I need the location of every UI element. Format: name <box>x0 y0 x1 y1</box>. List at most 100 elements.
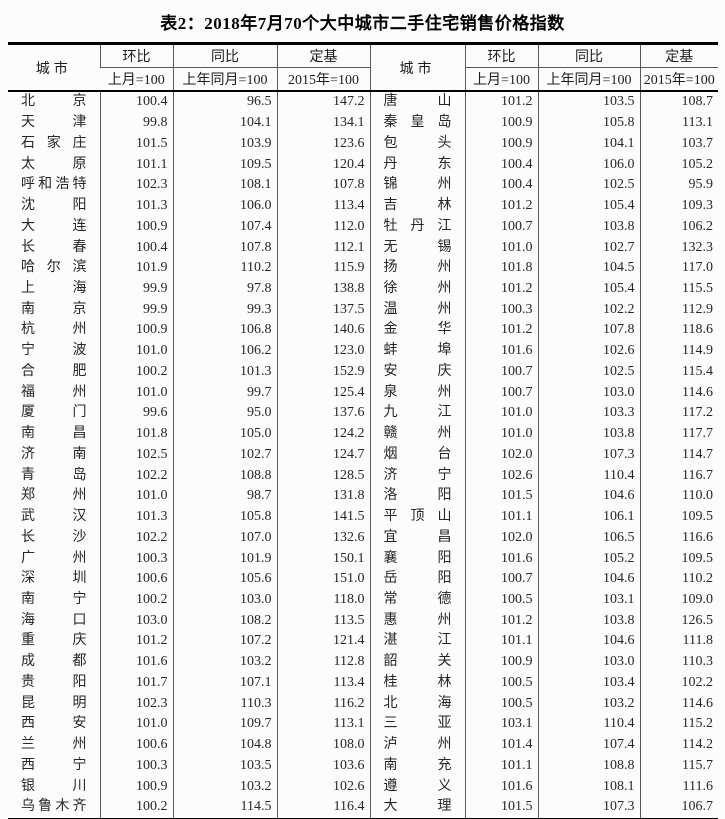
fixed-value-cell: 124.2 <box>276 423 370 445</box>
mom-value-cell: 100.3 <box>99 755 173 777</box>
mom-value-cell: 100.5 <box>464 693 538 715</box>
fixed-value-cell: 117.2 <box>639 403 718 424</box>
yoy-value-cell: 108.1 <box>537 776 640 797</box>
city-cell: 济宁 <box>369 465 465 486</box>
yoy-value-cell: 98.7 <box>172 485 277 507</box>
mom-value-cell: 100.7 <box>464 361 538 383</box>
city-cell: 上海 <box>21 280 87 296</box>
table-row: 武汉 101.3 105.8 141.5 平顶山 101.1 106.1 109.5 <box>8 506 718 528</box>
fixed-value-cell: 113.4 <box>276 195 370 217</box>
city-cell: 合肥 <box>21 363 87 379</box>
mom-value-cell: 101.2 <box>464 610 538 632</box>
mom-value-cell: 100.7 <box>464 568 538 590</box>
city-cell: 韶关 <box>369 651 465 673</box>
yoy-value-cell: 103.0 <box>172 589 277 611</box>
city-cell: 兰州 <box>21 737 87 753</box>
yoy-value-cell: 106.2 <box>172 340 277 362</box>
table-row: 深圳 100.6 105.6 151.0 岳阳 100.7 104.6 110.2 <box>8 568 718 590</box>
fixed-value-cell: 120.4 <box>276 154 370 175</box>
mom-value-cell: 100.3 <box>99 548 173 569</box>
fixed-value-cell: 116.7 <box>639 465 718 486</box>
mom-value-cell: 101.6 <box>464 776 538 797</box>
mom-value-cell: 100.9 <box>464 133 538 155</box>
city-cell: 洛阳 <box>369 485 465 507</box>
city-cell: 宜昌 <box>369 527 465 549</box>
city-cell: 太原 <box>21 156 87 172</box>
yoy-value-cell: 103.3 <box>537 403 640 424</box>
fixed-value-cell: 134.1 <box>276 112 370 134</box>
mom-value-cell: 102.2 <box>99 527 173 549</box>
yoy-value-cell: 106.1 <box>537 506 640 528</box>
yoy-value-cell: 108.8 <box>537 755 640 777</box>
city-cell: 襄阳 <box>369 548 465 569</box>
city-cell: 南宁 <box>21 591 87 607</box>
fixed-value-cell: 132.6 <box>276 527 370 549</box>
fixed-value-cell: 151.0 <box>276 568 370 590</box>
yoy-value-cell: 105.4 <box>537 278 640 300</box>
fixed-value-cell: 103.6 <box>276 755 370 777</box>
city-cell: 包头 <box>369 133 465 155</box>
fixed-value-cell: 137.5 <box>276 299 370 321</box>
header-fixed-left: 定基 <box>276 43 370 68</box>
city-cell: 福州 <box>21 384 87 400</box>
yoy-value-cell: 105.0 <box>172 423 277 445</box>
yoy-value-cell: 107.8 <box>172 237 277 258</box>
mom-value-cell: 99.9 <box>99 278 173 300</box>
city-cell: 九江 <box>369 403 465 424</box>
mom-value-cell: 102.6 <box>464 465 538 486</box>
fixed-value-cell: 115.4 <box>639 361 718 383</box>
fixed-value-cell: 110.0 <box>639 485 718 507</box>
mom-value-cell: 102.3 <box>99 174 173 196</box>
city-cell: 深圳 <box>21 571 87 587</box>
city-cell: 西宁 <box>21 757 87 773</box>
city-cell: 重庆 <box>21 633 87 649</box>
yoy-value-cell: 104.5 <box>537 257 640 279</box>
city-cell: 南京 <box>21 301 87 317</box>
table-row: 大连 100.9 107.4 112.0 牡丹江 100.7 103.8 106.2 <box>8 216 718 238</box>
mom-value-cell: 101.2 <box>99 631 173 652</box>
city-cell: 丹东 <box>369 154 465 175</box>
yoy-value-cell: 95.0 <box>172 403 277 424</box>
yoy-value-cell: 108.2 <box>172 610 277 632</box>
city-cell: 昆明 <box>21 695 87 711</box>
city-cell: 牡丹江 <box>369 216 465 238</box>
city-cell: 常德 <box>369 589 465 611</box>
mom-value-cell: 100.3 <box>464 299 538 321</box>
city-cell: 唐山 <box>369 91 465 113</box>
table-row: 重庆 101.2 107.2 121.4 湛江 101.1 104.6 111.8 <box>8 631 718 652</box>
yoy-value-cell: 97.8 <box>172 278 277 300</box>
mom-value-cell: 100.5 <box>464 589 538 611</box>
city-cell: 北京 <box>21 94 87 110</box>
yoy-value-cell: 105.6 <box>172 568 277 590</box>
header-mom-base-left: 上月=100 <box>100 67 173 92</box>
yoy-value-cell: 105.8 <box>537 112 640 134</box>
fixed-value-cell: 137.6 <box>276 403 370 424</box>
city-cell: 三亚 <box>369 714 465 735</box>
table-row: 广州 100.3 101.9 150.1 襄阳 101.6 105.2 109.5 <box>8 548 718 569</box>
fixed-value-cell: 106.2 <box>639 216 718 238</box>
yoy-value-cell: 103.4 <box>537 672 640 694</box>
city-cell: 海口 <box>21 612 87 628</box>
city-cell: 秦皇岛 <box>369 112 465 134</box>
header-mom-left: 环比 <box>99 43 173 68</box>
mom-value-cell: 101.5 <box>464 796 538 819</box>
mom-value-cell: 103.1 <box>464 714 538 735</box>
city-cell: 沈阳 <box>21 198 87 214</box>
city-cell: 北海 <box>369 693 465 715</box>
mom-value-cell: 100.9 <box>99 776 173 797</box>
price-index-table: 城市 环比 同比 定基 城市 环比 同比 定基 上月=100 上年同月=100 … <box>8 42 718 819</box>
yoy-value-cell: 104.1 <box>172 112 277 134</box>
table-body: 北京 100.4 96.5 147.2 唐山 101.2 103.5 108.7 天津 99.8 1… <box>8 91 718 819</box>
fixed-value-cell: 141.5 <box>276 506 370 528</box>
header-fixed-base-left: 2015年=100 <box>276 67 370 92</box>
yoy-value-cell: 108.1 <box>172 174 277 196</box>
mom-value-cell: 100.4 <box>464 174 538 196</box>
city-cell: 大理 <box>369 796 465 819</box>
fixed-value-cell: 112.0 <box>276 216 370 238</box>
table-row: 天津 99.8 104.1 134.1 秦皇岛 100.9 105.8 113.1 <box>8 112 718 134</box>
yoy-value-cell: 107.4 <box>537 734 640 756</box>
city-cell: 桂林 <box>369 672 465 694</box>
mom-value-cell: 100.9 <box>464 112 538 134</box>
yoy-value-cell: 109.5 <box>172 154 277 175</box>
